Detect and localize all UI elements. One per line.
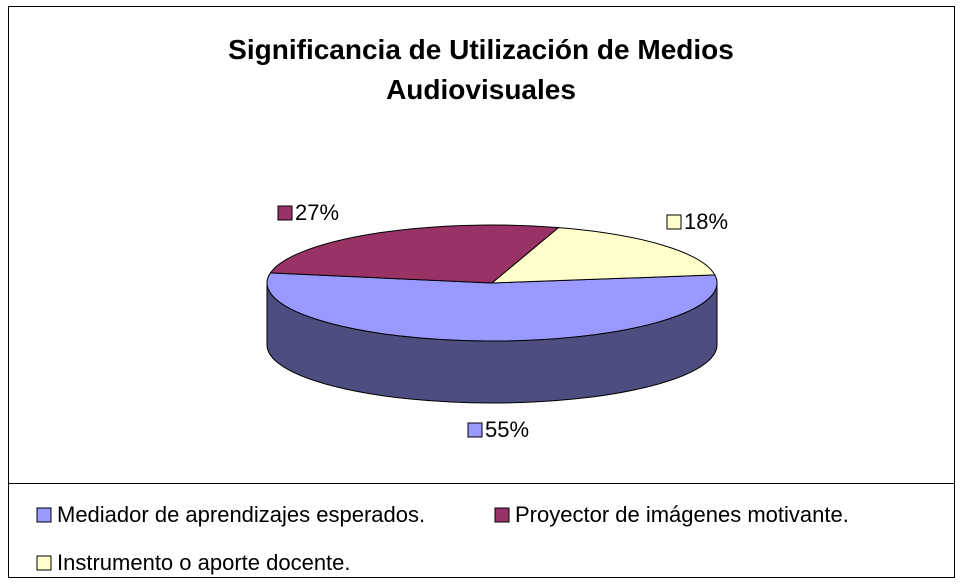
data-label: 18%	[684, 209, 728, 234]
legend-label: Mediador de aprendizajes esperados.	[57, 502, 425, 527]
data-label: 27%	[295, 200, 339, 225]
legend-label: Proyector de imágenes motivante.	[515, 502, 849, 527]
pie-slice	[269, 224, 560, 284]
label-key	[666, 214, 682, 230]
label-key	[467, 422, 483, 438]
legend-swatch	[494, 507, 510, 523]
legend-label: Instrumento o aporte docente.	[57, 550, 351, 575]
legend-swatch	[36, 555, 52, 571]
data-label: 55%	[485, 417, 529, 442]
legend-swatch	[36, 507, 52, 523]
chart-title: Significancia de Utilización de Medios A…	[228, 34, 734, 105]
pie-slice	[266, 272, 718, 342]
label-key	[277, 205, 293, 221]
pie-slice	[490, 227, 716, 284]
